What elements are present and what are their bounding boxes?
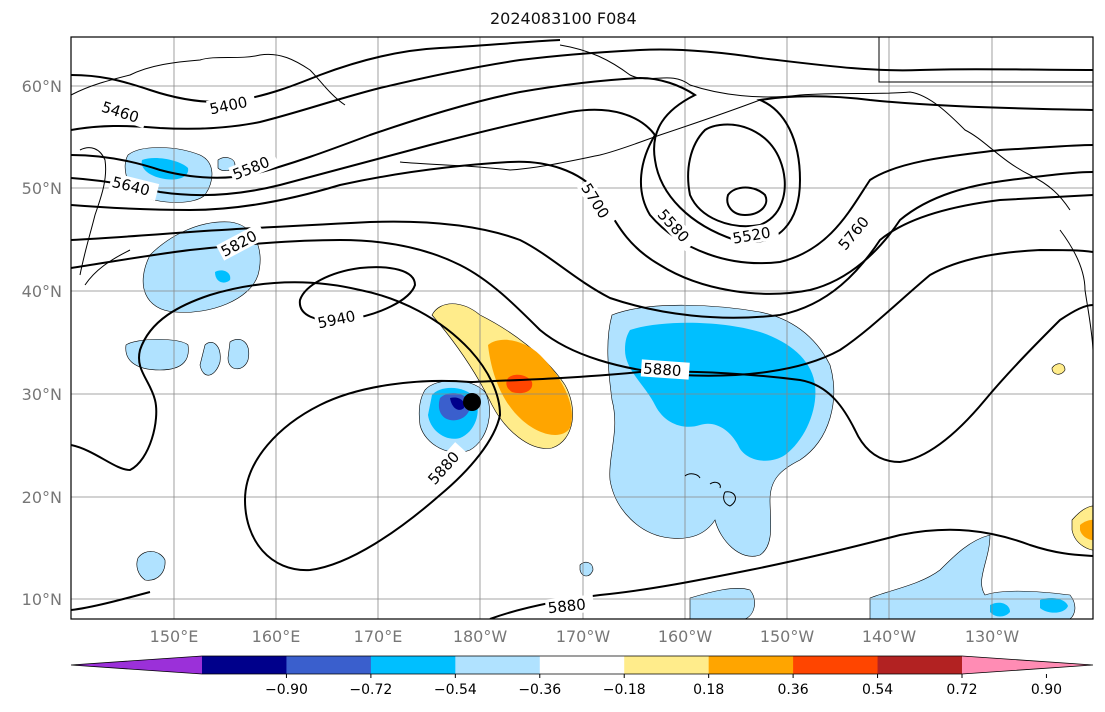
contour-5460 xyxy=(71,48,1093,131)
coast-hawaii xyxy=(684,473,736,507)
colorbar xyxy=(70,655,1094,678)
contour-label-group: 5400 5460 5580 5640 5820 5940 5700 5580 … xyxy=(97,91,878,617)
blue-region-west-small xyxy=(215,270,231,283)
colorbar-swatch xyxy=(877,656,963,674)
contour-label: 5880 xyxy=(643,359,682,380)
colorbar-swatch xyxy=(539,656,625,674)
contour-5520-inner xyxy=(726,186,768,217)
blue-region-south-2 xyxy=(990,602,1010,617)
longitude-labels: 150°E 160°E 170°E 180°W 170°W 160°W 150°… xyxy=(150,627,1020,646)
colorbar-tick-label: −0.72 xyxy=(349,682,392,698)
map-frame xyxy=(70,36,1094,620)
lat-label: 20°N xyxy=(22,488,62,507)
colorbar-tick-label: 0.18 xyxy=(693,682,724,698)
colorbar-tick-label: 0.36 xyxy=(778,682,809,698)
lat-label: 50°N xyxy=(22,179,62,198)
light-blue-region-w2 xyxy=(199,342,221,376)
colorbar-tick-label: −0.36 xyxy=(518,682,561,698)
light-blue-region-tiny xyxy=(579,561,594,577)
coast-asia-north xyxy=(71,53,346,106)
colorbar-swatch xyxy=(286,656,372,674)
contour-5880-main xyxy=(71,281,1093,572)
lon-label: 170°W xyxy=(556,627,611,646)
colorbar-extend-low xyxy=(71,656,202,674)
colorbar-swatch xyxy=(455,656,541,674)
lon-label: 140°W xyxy=(862,627,917,646)
lat-label: 10°N xyxy=(22,590,62,609)
colorbar-swatch xyxy=(370,656,456,674)
colorbar-outline xyxy=(70,655,1094,675)
blue-region-south xyxy=(1040,598,1068,613)
colorbar-tick-label: 0.90 xyxy=(1031,682,1062,698)
colorbar-extend-high xyxy=(962,656,1093,674)
colorbar-swatch xyxy=(793,656,879,674)
colorbar-tick-label: 0.72 xyxy=(946,682,977,698)
light-blue-region-south-2 xyxy=(869,534,1076,619)
map-content: 5400 5460 5580 5640 5820 5940 5700 5580 … xyxy=(71,37,1093,619)
lon-label: 170°E xyxy=(354,627,403,646)
dark-blue-region-storm xyxy=(450,397,465,410)
figure-title: 2024083100 F084 xyxy=(490,9,637,28)
colorbar-tick-labels: −0.90 −0.72 −0.54 −0.36 −0.18 0.18 0.36 … xyxy=(265,682,1062,698)
colorbar-tick-label: 0.54 xyxy=(862,682,893,698)
storm-center-marker xyxy=(463,393,481,411)
colorbar-swatch xyxy=(708,656,794,674)
lat-label: 60°N xyxy=(22,77,62,96)
yellow-region-east-small xyxy=(1051,363,1066,375)
latitude-labels: 60°N 50°N 40°N 30°N 20°N 10°N xyxy=(22,77,62,609)
coast-north-america xyxy=(1059,229,1093,351)
light-blue-region-sw xyxy=(136,551,166,581)
lon-label: 150°W xyxy=(760,627,815,646)
orange-region-east-edge xyxy=(1080,519,1093,541)
figure-title-wrap: 2024083100 F084 xyxy=(0,0,1105,36)
lon-label: 130°W xyxy=(965,627,1020,646)
coast-canada-box xyxy=(878,37,1093,83)
contour-label: 5880 xyxy=(547,595,587,617)
light-blue-region-south-1 xyxy=(689,587,755,619)
graticule xyxy=(71,37,1093,619)
colorbar-tick-label: −0.90 xyxy=(265,682,308,698)
lat-label: 30°N xyxy=(22,385,62,404)
colorbar-tick-label: −0.18 xyxy=(603,682,646,698)
colorbar-swatch xyxy=(624,656,710,674)
lon-label: 150°E xyxy=(150,627,199,646)
blue-region-central xyxy=(625,322,816,461)
map-background xyxy=(71,37,1093,619)
light-blue-region-w3 xyxy=(227,339,250,370)
contour-5400 xyxy=(71,39,561,103)
contour-5640 xyxy=(71,108,1093,265)
coast-japan-kamchatka xyxy=(79,147,131,286)
lon-label: 160°E xyxy=(252,627,301,646)
contour-5820 xyxy=(71,238,1093,377)
colorbar-swatch xyxy=(202,656,287,674)
lon-label: 180°W xyxy=(453,627,508,646)
contour-5520 xyxy=(687,123,786,228)
colorbar-tick-label: −0.54 xyxy=(434,682,477,698)
lat-label: 40°N xyxy=(22,282,62,301)
coastlines xyxy=(71,37,1093,507)
lon-label: 160°W xyxy=(658,627,713,646)
